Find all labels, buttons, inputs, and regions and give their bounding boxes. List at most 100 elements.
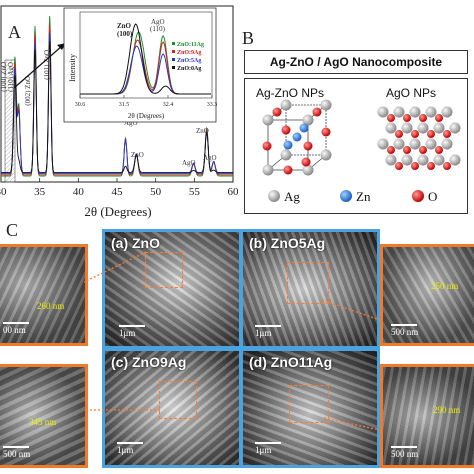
peak-label: ZnO bbox=[196, 127, 209, 135]
scale-bar bbox=[391, 446, 417, 448]
xrd-chart: 30354045505560 (100) ZnO(110) AgO(002) Z… bbox=[0, 5, 239, 219]
atom bbox=[312, 107, 322, 117]
atom bbox=[301, 157, 311, 167]
nanocomposite-title-box: Ag-ZnO / AgO Nanocomposite bbox=[244, 50, 468, 74]
atom bbox=[292, 132, 302, 142]
atom bbox=[411, 130, 419, 138]
inset-peak-110: (110) bbox=[150, 25, 166, 33]
atom bbox=[427, 130, 435, 138]
scale-bar bbox=[119, 325, 145, 327]
peak-label: (100) ZnO bbox=[0, 62, 8, 92]
inset-peak-100: (100) bbox=[117, 30, 133, 38]
legend-zn-dot bbox=[340, 190, 352, 202]
atom bbox=[280, 149, 292, 161]
x-axis-label: 2θ (Degrees) bbox=[84, 204, 151, 219]
atom bbox=[377, 138, 389, 150]
peak-label: AgO bbox=[124, 119, 138, 127]
atom bbox=[272, 107, 282, 117]
x-tick-label: 55 bbox=[189, 186, 201, 198]
zoom-scale-2: 500 nm bbox=[391, 324, 418, 337]
atom bbox=[435, 114, 443, 122]
atom bbox=[385, 154, 397, 166]
atom bbox=[321, 127, 331, 137]
atom bbox=[395, 162, 403, 170]
inset-xlabel: 2θ (Degrees) bbox=[128, 112, 165, 120]
atom bbox=[262, 141, 272, 151]
x-tick-label: 60 bbox=[228, 186, 239, 198]
inset-legend-item: ZnO:11Ag bbox=[177, 42, 204, 48]
atom bbox=[283, 165, 293, 175]
nanocomposite-title: Ag-ZnO / AgO Nanocomposite bbox=[269, 55, 443, 69]
legend-ag-label: Ag bbox=[284, 189, 300, 204]
atom bbox=[403, 114, 411, 122]
inset-x-tick-label: 32.4 bbox=[163, 102, 174, 108]
atom bbox=[427, 162, 435, 170]
atom bbox=[320, 149, 332, 161]
zoom-scale-1: 00 nm bbox=[3, 322, 29, 335]
atom bbox=[387, 114, 395, 122]
sem-scale-b: 1μm bbox=[255, 325, 281, 338]
atom bbox=[385, 122, 397, 134]
zoom-measure-1: 260 nm bbox=[37, 301, 65, 311]
zoom-measure-2: 250 nm bbox=[431, 281, 459, 291]
scale-bar bbox=[255, 442, 281, 444]
scale-bar bbox=[255, 325, 281, 327]
atom bbox=[409, 106, 421, 118]
inset-x-tick-label: 33.3 bbox=[207, 102, 218, 108]
zoom-image-4: 290 nm 500 nm bbox=[380, 364, 474, 468]
inset-peak-zno: ZnO bbox=[117, 22, 132, 30]
sem-image-zno9ag: (c) ZnO9Ag 1μm bbox=[102, 348, 242, 468]
inset-x-tick-label: 30.6 bbox=[75, 102, 86, 108]
sem-scale-a: 1μm bbox=[119, 325, 145, 338]
scale-bar bbox=[117, 442, 143, 444]
zoom-image-1: 260 nm 00 nm bbox=[0, 244, 88, 346]
atom bbox=[280, 99, 292, 111]
atom bbox=[441, 106, 453, 118]
zoom-measure-3: 345 nm bbox=[29, 417, 57, 427]
inset-plot bbox=[79, 11, 213, 99]
x-tick-label: 35 bbox=[34, 186, 46, 198]
panel-a: A 30354045505560 (100) ZnO(110) AgO(002)… bbox=[0, 0, 238, 222]
atom bbox=[417, 122, 429, 134]
x-tick-label: 45 bbox=[112, 186, 124, 198]
atom bbox=[303, 141, 313, 151]
atom bbox=[393, 106, 405, 118]
inset-arrow bbox=[13, 45, 63, 89]
inset-frame bbox=[63, 7, 217, 123]
atom bbox=[401, 154, 413, 166]
atom bbox=[299, 123, 309, 133]
atom bbox=[393, 138, 405, 150]
atom bbox=[403, 146, 411, 154]
atom bbox=[443, 130, 451, 138]
atom bbox=[443, 162, 451, 170]
inset-legend-item: ZnO:9Ag bbox=[177, 50, 201, 56]
scale-bar bbox=[3, 322, 29, 324]
atom bbox=[377, 106, 389, 118]
sem-scale-c: 1μm bbox=[117, 442, 143, 455]
atom bbox=[320, 99, 332, 111]
peak-label: ZnO bbox=[131, 151, 144, 159]
atom bbox=[425, 106, 437, 118]
atom bbox=[302, 164, 314, 176]
crystal-structures: Ag Zn O bbox=[262, 99, 461, 204]
legend-zn-label: Zn bbox=[356, 189, 371, 204]
zoom-region-box bbox=[145, 252, 183, 288]
inset-peak-ago: AgO bbox=[151, 18, 165, 26]
atom bbox=[281, 125, 291, 135]
inset-ylabel: Intensity bbox=[68, 54, 77, 82]
zoom-image-2: 250 nm 500 nm bbox=[380, 244, 474, 346]
scale-bar bbox=[391, 324, 417, 326]
ag-zno-label: Ag-ZnO NPs bbox=[256, 86, 325, 100]
atom bbox=[419, 146, 427, 154]
x-tick-label: 50 bbox=[150, 186, 162, 198]
xrd-series-line bbox=[1, 32, 233, 175]
sem-label-c: (c) ZnO9Ag bbox=[111, 354, 187, 370]
atom bbox=[283, 140, 293, 150]
atom bbox=[449, 122, 461, 134]
inset-legend: ZnO:11Ag ZnO:9Ag ZnO:5Ag ZnO:0Ag bbox=[172, 42, 204, 72]
zoom-region-box bbox=[287, 262, 329, 304]
atom bbox=[433, 154, 445, 166]
atom bbox=[435, 146, 443, 154]
zoom-scale-3: 500 nm bbox=[3, 446, 30, 459]
panel-c-letter: C bbox=[6, 220, 19, 240]
